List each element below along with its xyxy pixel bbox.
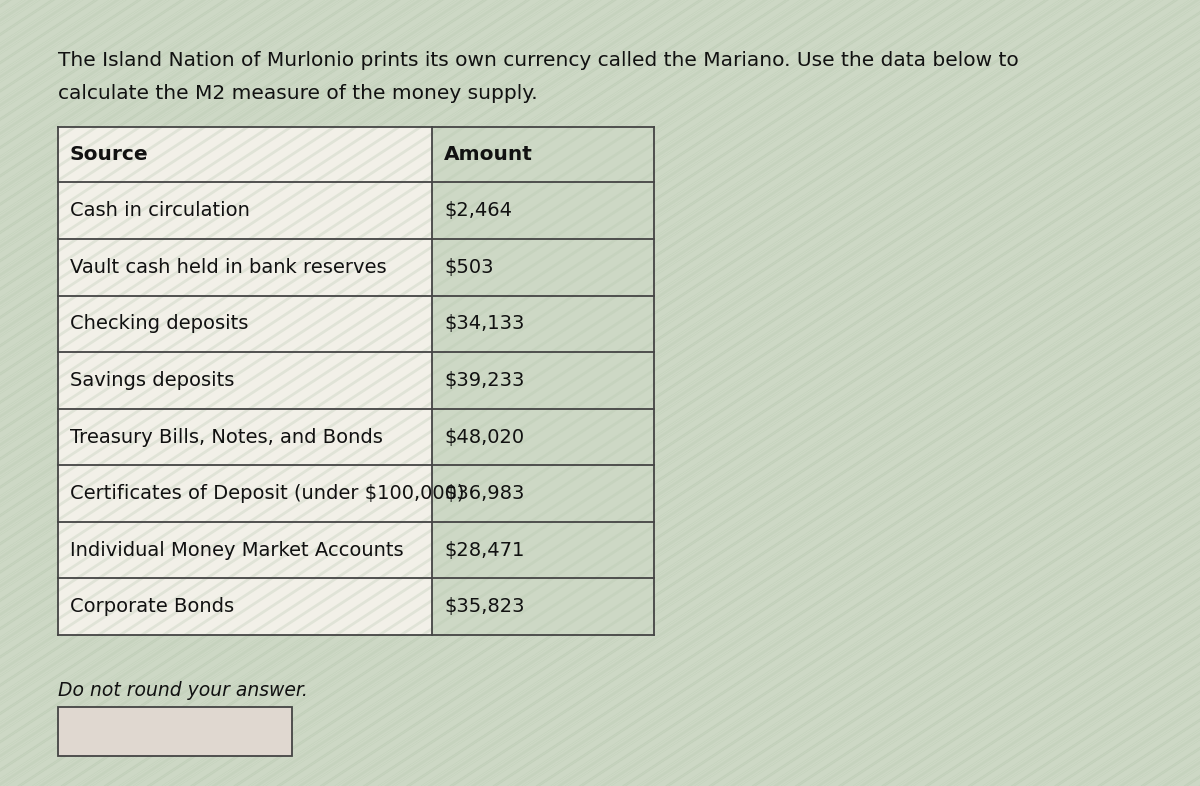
Text: $36,983: $36,983 [444,484,524,503]
Text: $35,823: $35,823 [444,597,524,616]
FancyBboxPatch shape [58,707,292,756]
Text: Cash in circulation: Cash in circulation [70,201,250,220]
Text: $34,133: $34,133 [444,314,524,333]
Text: $28,471: $28,471 [444,541,524,560]
Text: Source: Source [70,145,149,164]
Text: Individual Money Market Accounts: Individual Money Market Accounts [70,541,403,560]
Text: $48,020: $48,020 [444,428,524,446]
Text: Amount: Amount [444,145,533,164]
Text: $39,233: $39,233 [444,371,524,390]
Text: Checking deposits: Checking deposits [70,314,248,333]
Text: Certificates of Deposit (under $100,000): Certificates of Deposit (under $100,000) [70,484,464,503]
Text: calculate the M2 measure of the money supply.: calculate the M2 measure of the money su… [58,84,538,103]
Text: $2,464: $2,464 [444,201,512,220]
Text: Do not round your answer.: Do not round your answer. [58,681,307,700]
Text: $503: $503 [444,258,493,277]
Text: The Island Nation of Murlonio prints its own currency called the Mariano. Use th: The Island Nation of Murlonio prints its… [58,51,1019,70]
Bar [432,127,654,635]
Text: Vault cash held in bank reserves: Vault cash held in bank reserves [70,258,386,277]
Bar [58,127,432,635]
Text: Savings deposits: Savings deposits [70,371,234,390]
Text: Corporate Bonds: Corporate Bonds [70,597,234,616]
Text: Treasury Bills, Notes, and Bonds: Treasury Bills, Notes, and Bonds [70,428,383,446]
